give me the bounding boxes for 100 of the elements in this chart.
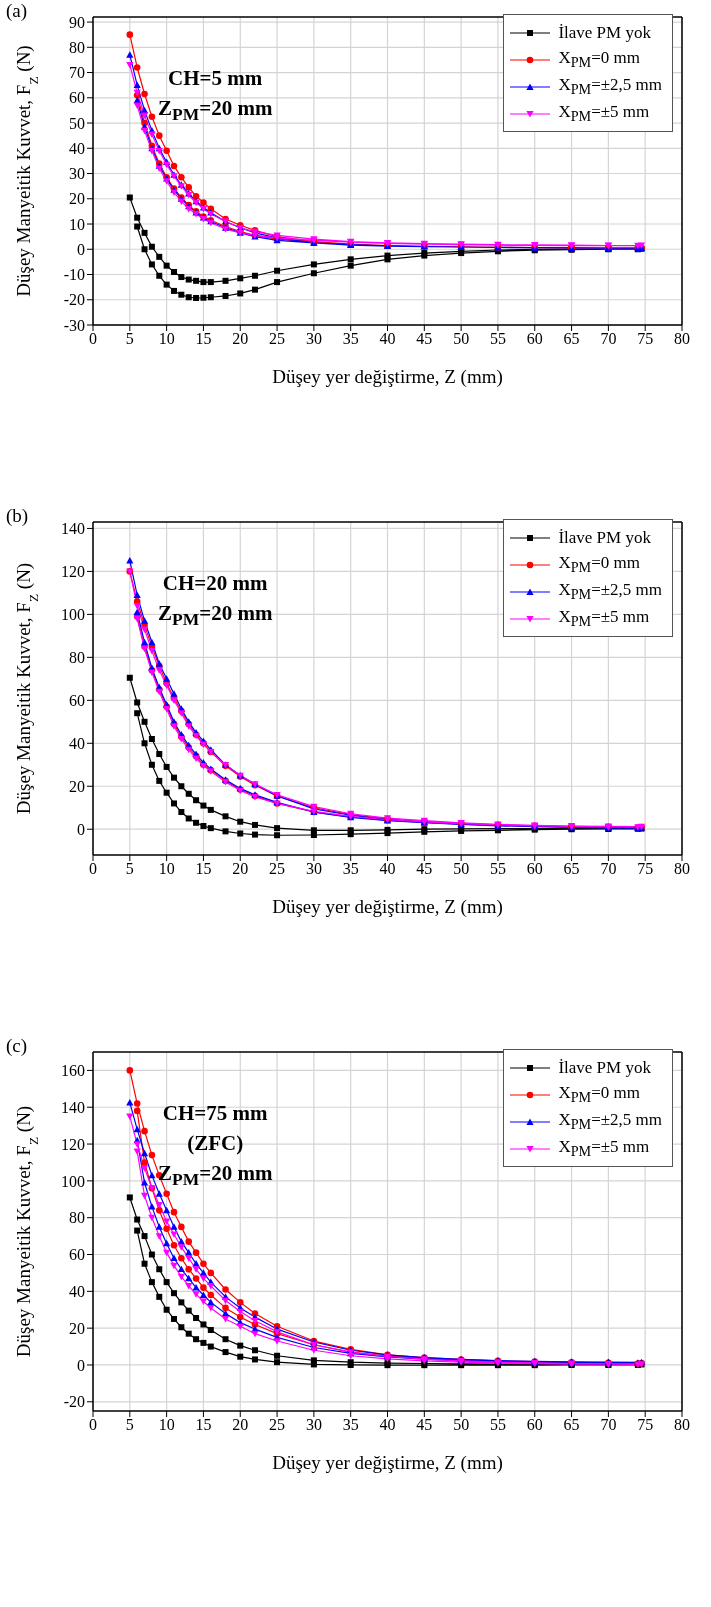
- x-tick-label: 55: [489, 860, 506, 878]
- annotation: Z$_{PM}$=20 mm: [158, 1160, 273, 1192]
- y-tick-label: 90: [69, 13, 85, 31]
- x-tick-label: 40: [379, 330, 396, 348]
- x-tick-label: 65: [563, 330, 580, 348]
- annotation: CH=75 mm: [161, 1100, 269, 1127]
- y-tick-label: 50: [69, 114, 85, 132]
- x-tick-label: 5: [125, 860, 134, 878]
- x-tick-label: 80: [674, 1416, 690, 1434]
- x-tick-label: 10: [158, 330, 175, 348]
- y-tick-label: 80: [69, 38, 85, 56]
- x-tick-label: 45: [416, 330, 433, 348]
- legend-label: İlave PM yok: [558, 1057, 651, 1078]
- annotation: CH=5 mm: [167, 65, 264, 92]
- x-tick-label: 20: [232, 860, 249, 878]
- legend-label: X$_{PM}$=±2,5 mm: [558, 74, 662, 99]
- y-tick-label: 20: [69, 1319, 85, 1337]
- y-tick-label: 80: [69, 649, 85, 667]
- x-tick-label: 25: [269, 860, 286, 878]
- y-tick-label: 20: [69, 190, 85, 208]
- annotation: (ZFC): [186, 1130, 245, 1157]
- text: (b): [6, 505, 29, 527]
- legend-label: X$_{PM}$=±5 mm: [558, 606, 650, 631]
- legend-label: İlave PM yok: [558, 22, 651, 43]
- legend-label: X$_{PM}$=±2,5 mm: [558, 579, 662, 604]
- x-tick-label: 5: [125, 330, 134, 348]
- y-tick-label: 30: [69, 165, 85, 183]
- text: (a): [6, 0, 28, 22]
- x-tick-label: 10: [158, 860, 175, 878]
- text: (c): [6, 1035, 28, 1057]
- y-tick-label: 140: [61, 1098, 85, 1116]
- x-tick-label: 20: [232, 1416, 249, 1434]
- y-tick-label: 0: [77, 1356, 85, 1374]
- legend-label: X$_{PM}$=±5 mm: [558, 101, 650, 126]
- y-tick-label: 40: [69, 1283, 85, 1301]
- x-tick-label: 0: [89, 330, 97, 348]
- y-tick-label: -10: [63, 266, 85, 284]
- y-tick-label: 120: [61, 1135, 85, 1153]
- x-tick-label: 15: [195, 330, 212, 348]
- legend-label: X$_{PM}$=0 mm: [558, 1082, 640, 1107]
- x-tick-label: 60: [526, 1416, 543, 1434]
- x-tick-label: 40: [379, 860, 396, 878]
- x-tick-label: 80: [674, 330, 690, 348]
- y-tick-label: 120: [61, 563, 85, 581]
- legend-label: X$_{PM}$=±2,5 mm: [558, 1109, 662, 1134]
- legend-label: X$_{PM}$=±5 mm: [558, 1136, 650, 1161]
- y-tick-label: 100: [61, 1172, 85, 1190]
- x-tick-label: 15: [195, 860, 212, 878]
- y-tick-label: 40: [69, 139, 85, 157]
- x-tick-label: 70: [600, 1416, 617, 1434]
- x-tick-label: 0: [89, 860, 97, 878]
- annotation: Z$_{PM}$=20 mm: [158, 95, 273, 127]
- x-tick-label: 40: [379, 1416, 396, 1434]
- x-tick-label: 45: [416, 860, 433, 878]
- legend-label: İlave PM yok: [558, 527, 651, 548]
- y-tick-label: 0: [77, 820, 85, 838]
- y-tick-label: 20: [69, 777, 85, 795]
- y-tick-label: 80: [69, 1209, 85, 1227]
- x-tick-label: 35: [342, 1416, 359, 1434]
- x-tick-label: 10: [158, 1416, 175, 1434]
- legend-label: X$_{PM}$=0 mm: [558, 47, 640, 72]
- x-tick-label: 65: [563, 860, 580, 878]
- x-axis-title: Düşey yer değiştirme, Z (mm): [272, 1452, 503, 1474]
- x-tick-label: 75: [637, 330, 654, 348]
- x-tick-label: 25: [269, 1416, 286, 1434]
- y-tick-label: 100: [61, 606, 85, 624]
- y-tick-label: -20: [63, 1393, 85, 1411]
- x-tick-label: 35: [342, 860, 359, 878]
- x-tick-label: 25: [269, 330, 286, 348]
- x-tick-label: 65: [563, 1416, 580, 1434]
- x-tick-label: 35: [342, 330, 359, 348]
- y-tick-label: 140: [61, 520, 85, 538]
- x-tick-label: 45: [416, 1416, 433, 1434]
- x-tick-label: 5: [125, 1416, 134, 1434]
- x-tick-label: 60: [526, 860, 543, 878]
- x-tick-label: 75: [637, 860, 654, 878]
- x-axis-title: Düşey yer değiştirme, Z (mm): [272, 366, 503, 388]
- annotation: CH=20 mm: [161, 570, 269, 597]
- x-tick-label: 0: [89, 1416, 97, 1434]
- x-tick-label: 50: [453, 860, 470, 878]
- x-tick-label: 70: [600, 860, 617, 878]
- y-tick-label: 70: [69, 64, 85, 82]
- x-tick-label: 70: [600, 330, 617, 348]
- y-tick-label: 60: [69, 89, 85, 107]
- x-tick-label: 15: [195, 1416, 212, 1434]
- y-tick-label: 60: [69, 1246, 85, 1264]
- x-tick-label: 20: [232, 330, 249, 348]
- y-tick-label: 160: [61, 1062, 85, 1080]
- x-tick-label: 55: [489, 1416, 506, 1434]
- y-tick-label: 0: [77, 240, 85, 258]
- x-tick-label: 80: [674, 860, 690, 878]
- x-tick-label: 75: [637, 1416, 654, 1434]
- x-tick-label: 30: [305, 330, 322, 348]
- y-tick-label: 60: [69, 692, 85, 709]
- legend-label: X$_{PM}$=0 mm: [558, 552, 640, 577]
- x-tick-label: 30: [305, 860, 322, 878]
- y-tick-label: -30: [63, 316, 85, 334]
- y-tick-label: -20: [63, 291, 85, 309]
- x-axis-title: Düşey yer değiştirme, Z (mm): [272, 896, 503, 918]
- x-tick-label: 55: [489, 330, 506, 348]
